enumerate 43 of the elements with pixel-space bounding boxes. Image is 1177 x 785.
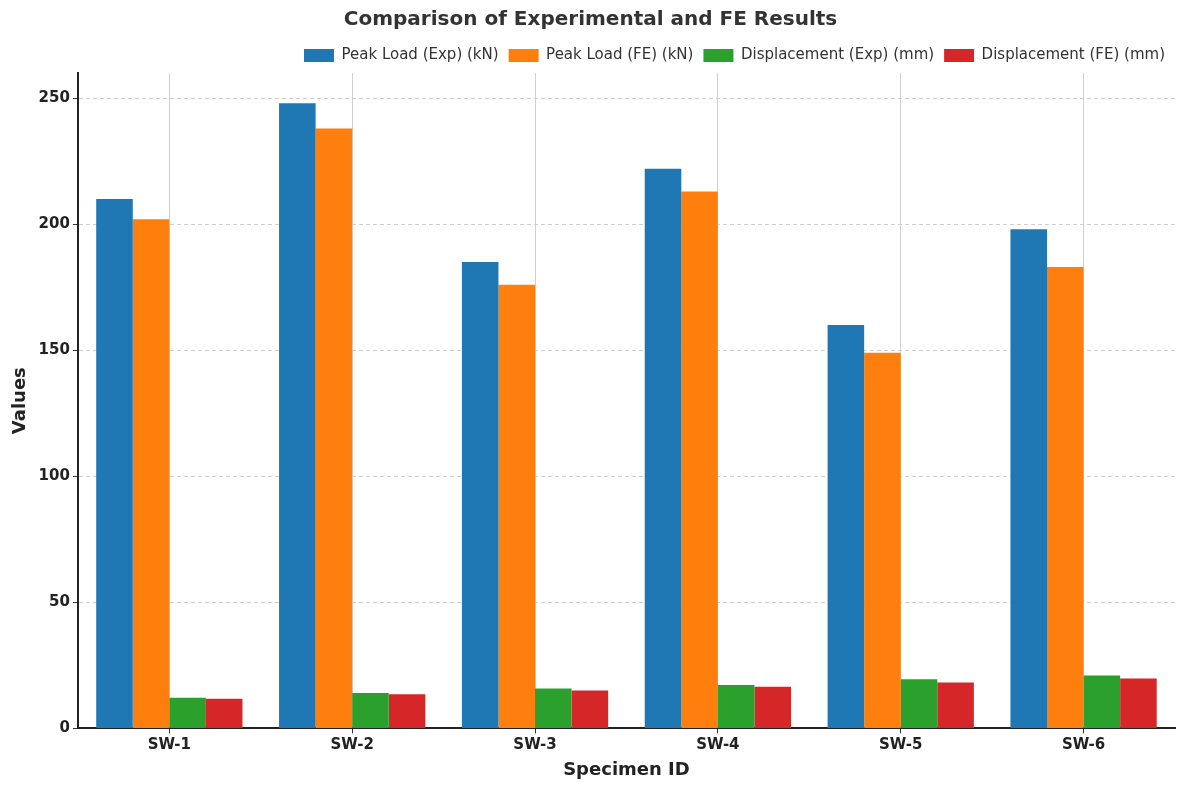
y-axis-title: Values <box>8 367 30 435</box>
legend-label: Peak Load (FE) (kN) <box>546 45 694 64</box>
y-tick-label: 0 <box>59 718 70 737</box>
x-tick-label: SW-5 <box>879 735 923 754</box>
bar <box>827 325 865 728</box>
x-tick-label: SW-4 <box>696 735 740 754</box>
bar <box>132 219 170 728</box>
bar <box>352 693 389 728</box>
bar <box>461 262 499 728</box>
bar <box>644 168 682 728</box>
x-tick-label: SW-2 <box>330 735 374 754</box>
x-axis-title: Specimen ID <box>563 757 690 779</box>
bar <box>900 679 938 728</box>
bar <box>205 698 243 728</box>
bar <box>498 284 536 728</box>
y-tick-label: 100 <box>38 466 70 485</box>
bar <box>681 191 718 728</box>
legend-label: Displacement (Exp) (mm) <box>740 45 935 64</box>
bar <box>388 694 426 728</box>
bar <box>96 199 133 728</box>
y-tick-label: 200 <box>38 214 70 233</box>
bar <box>717 685 755 728</box>
bar <box>1010 229 1048 728</box>
x-tick-label: SW-1 <box>147 735 192 754</box>
bar <box>1083 675 1121 728</box>
bar <box>864 352 901 728</box>
bar <box>535 688 572 728</box>
y-tick-label: 250 <box>38 88 70 107</box>
y-tick-label: 150 <box>38 340 70 359</box>
x-tick-label: SW-6 <box>1061 735 1106 754</box>
y-tick-label: 50 <box>49 592 70 611</box>
bar <box>754 686 792 728</box>
bar <box>1120 678 1157 728</box>
bar <box>571 690 609 728</box>
bar <box>937 682 974 728</box>
legend-label: Peak Load (Exp) (kN) <box>341 45 499 64</box>
bar <box>315 128 353 728</box>
chart-title: Comparison of Experimental and FE Results <box>343 6 838 31</box>
bar <box>279 103 316 728</box>
bar <box>169 697 206 728</box>
bar <box>1047 267 1084 728</box>
legend-label: Displacement (FE) (mm) <box>981 45 1166 64</box>
x-tick-label: SW-3 <box>513 735 557 754</box>
